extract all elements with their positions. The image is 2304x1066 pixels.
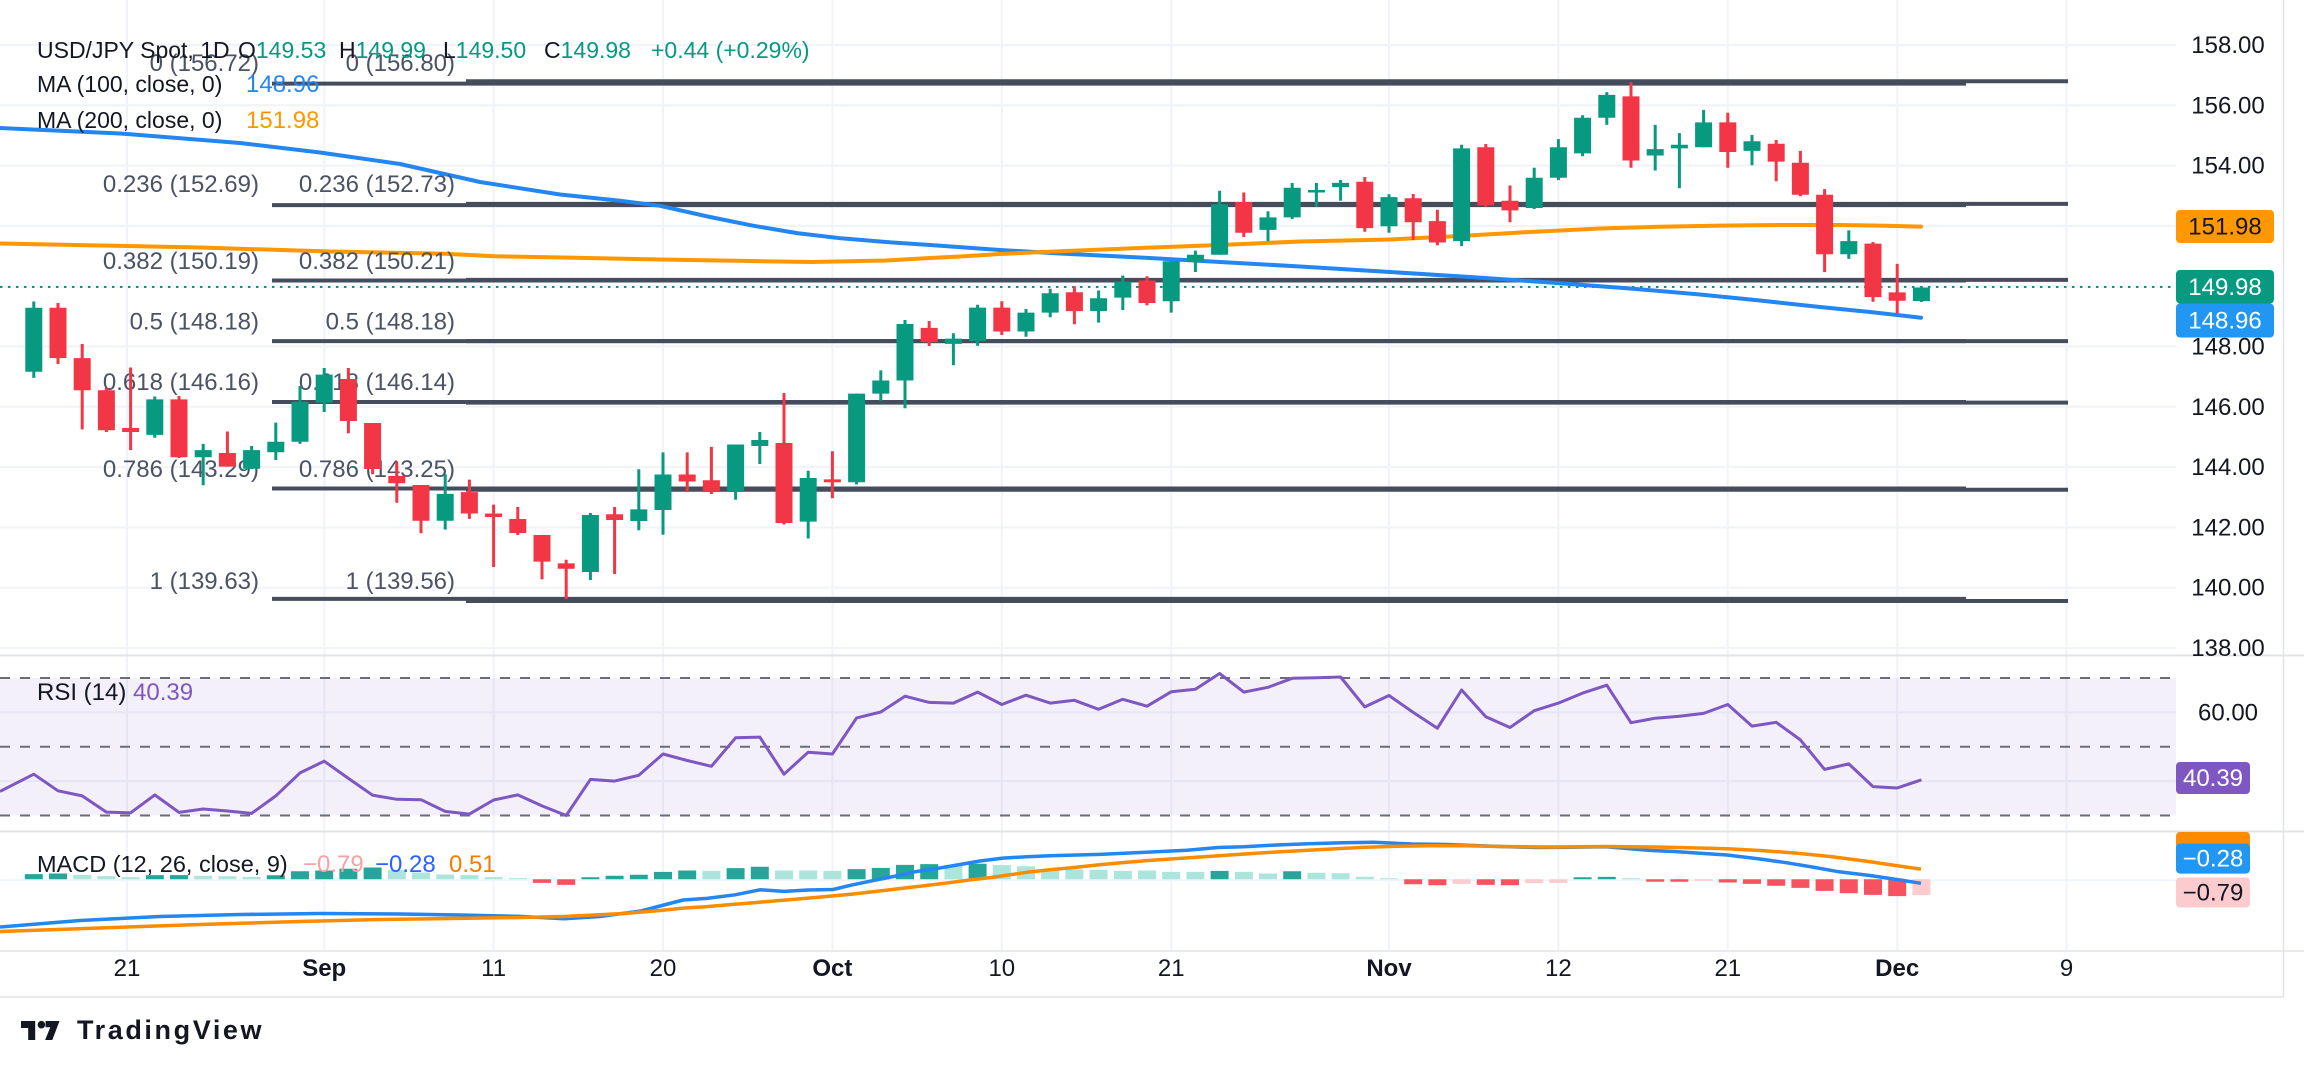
svg-text:−0.79: −0.79 — [2183, 880, 2244, 907]
svg-text:1 (139.63): 1 (139.63) — [150, 568, 259, 595]
svg-text:140.00: 140.00 — [2191, 575, 2264, 602]
svg-text:21: 21 — [1158, 955, 1185, 982]
svg-text:1 (139.56): 1 (139.56) — [346, 568, 455, 595]
svg-text:12: 12 — [1545, 955, 1572, 982]
svg-text:C149.98: C149.98 — [544, 37, 631, 63]
svg-text:60.00: 60.00 — [2198, 699, 2258, 726]
svg-text:149.98: 149.98 — [2188, 274, 2261, 301]
svg-text:0.382 (150.19): 0.382 (150.19) — [103, 248, 259, 275]
svg-text:MACD (12, 26, close, 9): MACD (12, 26, close, 9) — [37, 851, 288, 877]
svg-text:154.00: 154.00 — [2191, 153, 2264, 180]
svg-text:0.5 (148.18): 0.5 (148.18) — [326, 309, 455, 336]
svg-text:TradingView: TradingView — [77, 1015, 264, 1045]
svg-text:0.236 (152.73): 0.236 (152.73) — [299, 171, 455, 198]
svg-text:144.00: 144.00 — [2191, 454, 2264, 481]
svg-text:Sep: Sep — [302, 955, 346, 982]
svg-text:0.51: 0.51 — [449, 851, 496, 878]
svg-text:21: 21 — [114, 955, 141, 982]
svg-text:RSI (14): RSI (14) — [37, 679, 126, 706]
svg-text:MA (100, close, 0): MA (100, close, 0) — [37, 71, 222, 97]
svg-text:9: 9 — [2060, 955, 2073, 982]
svg-text:138.00: 138.00 — [2191, 635, 2264, 662]
svg-text:20: 20 — [650, 955, 677, 982]
svg-text:10: 10 — [988, 955, 1015, 982]
svg-text:USD/JPY Spot, 1D: USD/JPY Spot, 1D — [37, 37, 230, 63]
svg-text:MA (200, close, 0): MA (200, close, 0) — [37, 107, 222, 133]
svg-text:151.98: 151.98 — [246, 107, 319, 134]
svg-text:40.39: 40.39 — [2183, 765, 2243, 792]
svg-text:−0.79: −0.79 — [303, 851, 364, 878]
svg-text:Dec: Dec — [1875, 955, 1919, 982]
svg-text:0 (156.72): 0 (156.72) — [150, 50, 259, 77]
svg-text:−0.28: −0.28 — [2183, 846, 2244, 873]
svg-text:0 (156.80): 0 (156.80) — [346, 50, 455, 77]
svg-text:Nov: Nov — [1366, 955, 1412, 982]
svg-text:L149.50: L149.50 — [443, 37, 526, 63]
svg-text:148.00: 148.00 — [2191, 334, 2264, 361]
svg-text:H149.99: H149.99 — [339, 37, 426, 63]
svg-text:146.00: 146.00 — [2191, 394, 2264, 421]
svg-text:151.98: 151.98 — [2188, 214, 2261, 241]
svg-text:40.39: 40.39 — [133, 679, 193, 706]
svg-text:−0.28: −0.28 — [375, 851, 436, 878]
svg-text:0.236 (152.69): 0.236 (152.69) — [103, 171, 259, 198]
svg-text:158.00: 158.00 — [2191, 32, 2264, 59]
svg-text:0.5 (148.18): 0.5 (148.18) — [130, 309, 259, 336]
svg-text:0.618 (146.16): 0.618 (146.16) — [103, 369, 259, 396]
svg-text:21: 21 — [1714, 955, 1741, 982]
svg-text:O149.53: O149.53 — [238, 37, 326, 63]
svg-text:11: 11 — [481, 955, 506, 982]
svg-text:0.382 (150.21): 0.382 (150.21) — [299, 248, 455, 275]
svg-text:142.00: 142.00 — [2191, 514, 2264, 541]
svg-text:148.96: 148.96 — [2188, 308, 2261, 335]
svg-text:148.96: 148.96 — [246, 71, 319, 98]
svg-text:Oct: Oct — [812, 955, 852, 982]
svg-text:+0.44 (+0.29%): +0.44 (+0.29%) — [651, 37, 810, 63]
svg-text:156.00: 156.00 — [2191, 92, 2264, 119]
